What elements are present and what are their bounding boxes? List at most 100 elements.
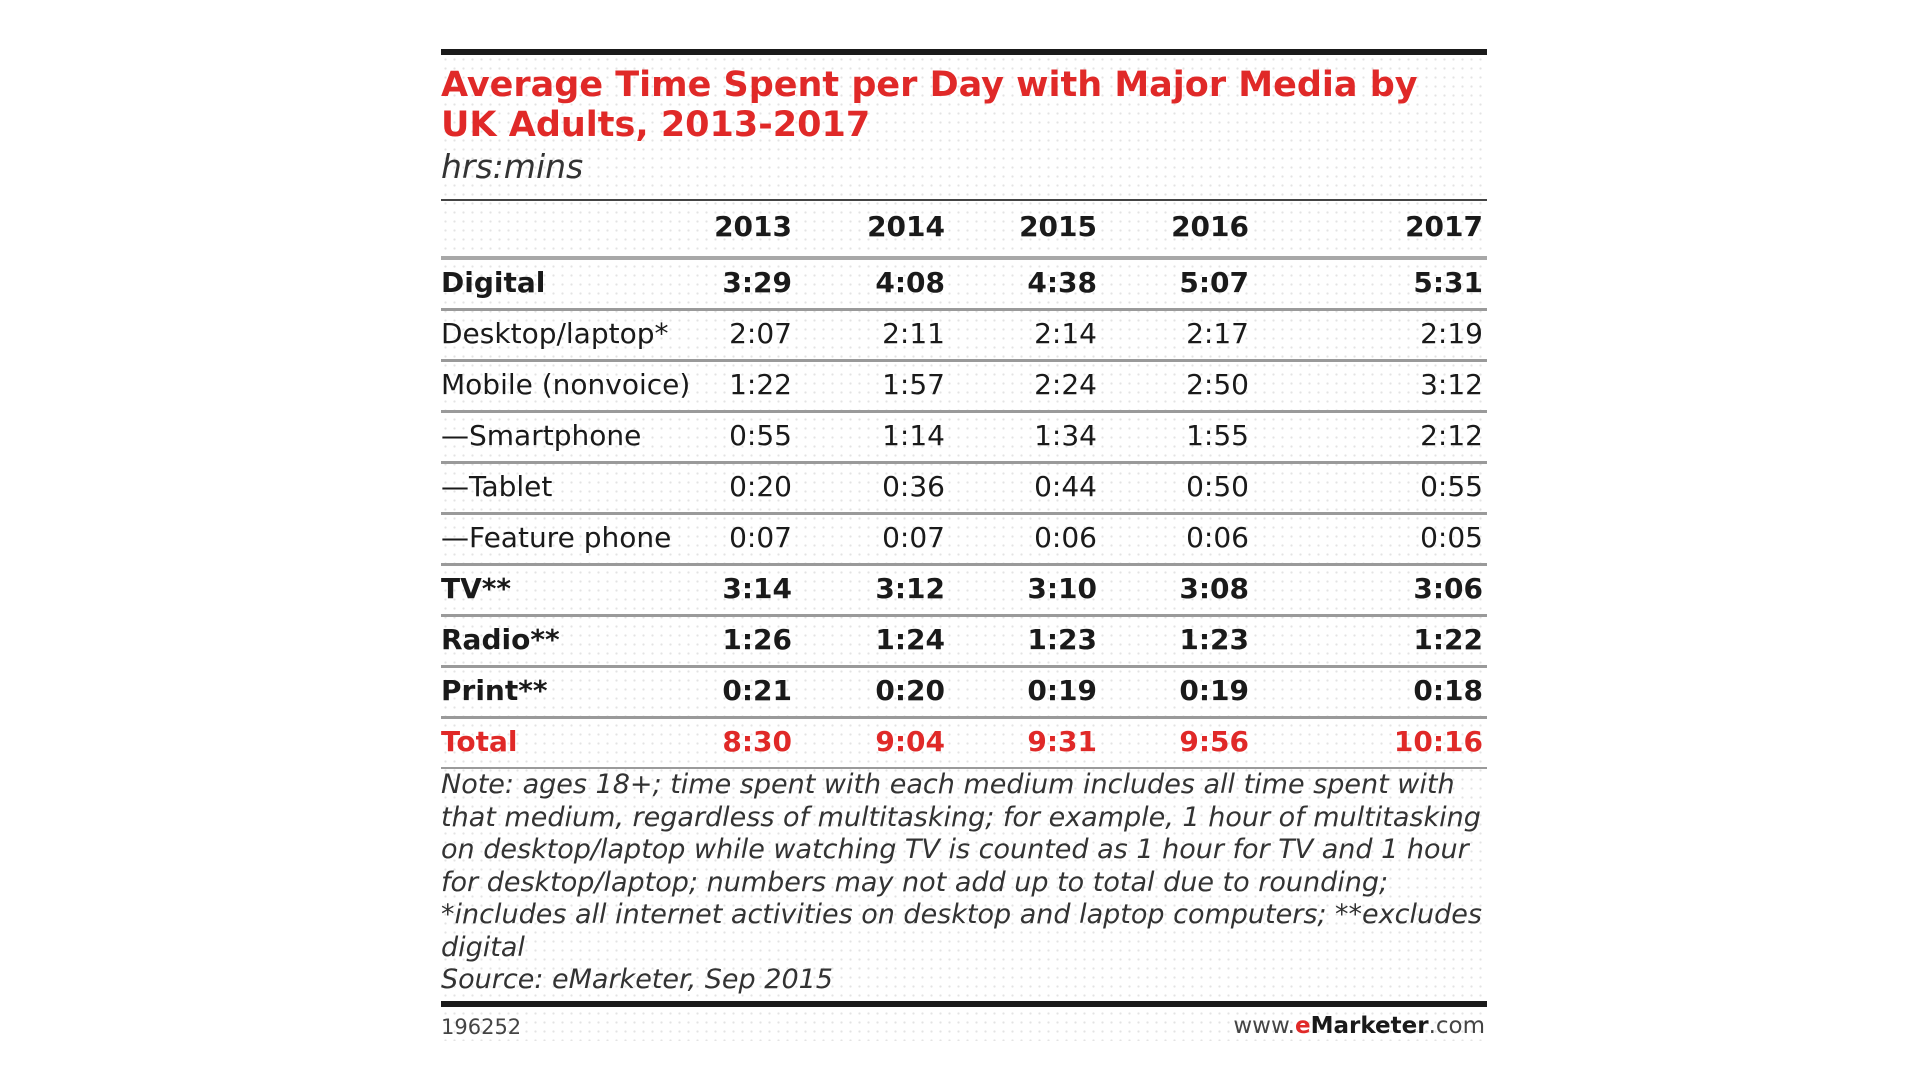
row-label: Print** [441, 674, 548, 707]
header-divider [441, 256, 1487, 260]
cell-mobile-nonvoice-2013: 1:22 [729, 368, 792, 401]
row-divider [441, 359, 1487, 362]
row-divider [441, 665, 1487, 668]
cell-desktop-laptop-2013: 2:07 [729, 317, 792, 350]
row-divider [441, 512, 1487, 515]
cell-tablet-2013: 0:20 [729, 470, 792, 503]
cell-mobile-nonvoice-2014: 1:57 [882, 368, 945, 401]
cell-desktop-laptop-2014: 2:11 [882, 317, 945, 350]
table-row-tv: TV** 3:14 3:12 3:10 3:08 3:06 [441, 572, 1487, 617]
cell-feature-phone-2014: 0:07 [882, 521, 945, 554]
cell-digital-2014: 4:08 [875, 266, 945, 299]
brand-suffix: .com [1428, 1013, 1485, 1039]
chart-card: Average Time Spent per Day with Major Me… [441, 49, 1487, 1041]
row-label: Desktop/laptop* [441, 317, 669, 350]
cell-total-2015: 9:31 [1027, 725, 1097, 758]
footer-divider [441, 1001, 1487, 1007]
row-label: Radio** [441, 623, 560, 656]
chart-subtitle: hrs:mins [441, 147, 584, 186]
cell-desktop-laptop-2015: 2:14 [1034, 317, 1097, 350]
table-row-total: Total 8:30 9:04 9:31 9:56 10:16 [441, 725, 1487, 769]
cell-total-2017: 10:16 [1394, 725, 1483, 758]
table-row-smartphone: —Smartphone 0:55 1:14 1:34 1:55 2:12 [441, 419, 1487, 464]
cell-smartphone-2016: 1:55 [1186, 419, 1249, 452]
cell-total-2013: 8:30 [722, 725, 792, 758]
table-row-tablet: —Tablet 0:20 0:36 0:44 0:50 0:55 [441, 470, 1487, 515]
cell-digital-2013: 3:29 [722, 266, 792, 299]
cell-radio-2014: 1:24 [875, 623, 945, 656]
table-row-radio: Radio** 1:26 1:24 1:23 1:23 1:22 [441, 623, 1487, 668]
table-row-desktop-laptop: Desktop/laptop* 2:07 2:11 2:14 2:17 2:19 [441, 317, 1487, 362]
cell-tv-2016: 3:08 [1179, 572, 1249, 605]
cell-smartphone-2015: 1:34 [1034, 419, 1097, 452]
cell-desktop-laptop-2017: 2:19 [1420, 317, 1483, 350]
cell-tablet-2016: 0:50 [1186, 470, 1249, 503]
column-header-2015: 2015 [1019, 210, 1097, 243]
cell-smartphone-2013: 0:55 [729, 419, 792, 452]
cell-print-2016: 0:19 [1179, 674, 1249, 707]
cell-total-2016: 9:56 [1179, 725, 1249, 758]
row-label: Digital [441, 266, 545, 299]
row-label: —Tablet [441, 470, 552, 503]
column-header-2016: 2016 [1171, 210, 1249, 243]
cell-tv-2015: 3:10 [1027, 572, 1097, 605]
row-divider [441, 614, 1487, 617]
cell-tablet-2014: 0:36 [882, 470, 945, 503]
chart-note: Note: ages 18+; time spent with each med… [441, 769, 1482, 963]
cell-print-2017: 0:18 [1413, 674, 1483, 707]
row-divider [441, 767, 1487, 769]
chart-source: Source: eMarketer, Sep 2015 [441, 964, 833, 995]
cell-mobile-nonvoice-2017: 3:12 [1420, 368, 1483, 401]
cell-feature-phone-2013: 0:07 [729, 521, 792, 554]
cell-radio-2017: 1:22 [1413, 623, 1483, 656]
row-label: TV** [441, 572, 511, 605]
cell-smartphone-2017: 2:12 [1420, 419, 1483, 452]
column-header-2017: 2017 [1405, 210, 1483, 243]
chart-id: 196252 [441, 1015, 522, 1039]
row-divider [441, 308, 1487, 311]
column-header-2013: 2013 [714, 210, 792, 243]
cell-print-2014: 0:20 [875, 674, 945, 707]
cell-feature-phone-2017: 0:05 [1420, 521, 1483, 554]
row-label: Mobile (nonvoice) [441, 368, 690, 401]
cell-tv-2013: 3:14 [722, 572, 792, 605]
row-label: —Smartphone [441, 419, 641, 452]
brand-e: e [1294, 1013, 1311, 1039]
cell-tv-2017: 3:06 [1413, 572, 1483, 605]
brand-link[interactable]: www.eMarketer.com [1233, 1012, 1485, 1040]
column-header-2014: 2014 [867, 210, 945, 243]
brand-prefix: www. [1233, 1013, 1295, 1039]
cell-feature-phone-2015: 0:06 [1034, 521, 1097, 554]
table-row-mobile-nonvoice: Mobile (nonvoice) 1:22 1:57 2:24 2:50 3:12 [441, 368, 1487, 413]
row-divider [441, 563, 1487, 566]
cell-digital-2015: 4:38 [1027, 266, 1097, 299]
data-table: 2013 2014 2015 2016 2017 Digital 3:29 4:08 4:38 5… [441, 210, 1487, 769]
title-divider [441, 199, 1487, 201]
cell-feature-phone-2016: 0:06 [1186, 521, 1249, 554]
cell-print-2013: 0:21 [722, 674, 792, 707]
row-divider [441, 716, 1487, 719]
cell-radio-2015: 1:23 [1027, 623, 1097, 656]
table-row-print: Print** 0:21 0:20 0:19 0:19 0:18 [441, 674, 1487, 719]
table-row-feature-phone: —Feature phone 0:07 0:07 0:06 0:06 0:05 [441, 521, 1487, 566]
cell-radio-2016: 1:23 [1179, 623, 1249, 656]
cell-digital-2016: 5:07 [1179, 266, 1249, 299]
cell-radio-2013: 1:26 [722, 623, 792, 656]
row-label: Total [441, 725, 518, 758]
table-row-digital: Digital 3:29 4:08 4:38 5:07 5:31 [441, 266, 1487, 311]
row-divider [441, 461, 1487, 464]
cell-total-2014: 9:04 [875, 725, 945, 758]
chart-title: Average Time Spent per Day with Major Me… [441, 65, 1418, 145]
cell-print-2015: 0:19 [1027, 674, 1097, 707]
cell-mobile-nonvoice-2015: 2:24 [1034, 368, 1097, 401]
cell-smartphone-2014: 1:14 [882, 419, 945, 452]
row-divider [441, 410, 1487, 413]
cell-desktop-laptop-2016: 2:17 [1186, 317, 1249, 350]
cell-mobile-nonvoice-2016: 2:50 [1186, 368, 1249, 401]
row-label: —Feature phone [441, 521, 671, 554]
cell-digital-2017: 5:31 [1413, 266, 1483, 299]
cell-tablet-2015: 0:44 [1034, 470, 1097, 503]
cell-tv-2014: 3:12 [875, 572, 945, 605]
brand-name: Marketer [1310, 1013, 1429, 1039]
cell-tablet-2017: 0:55 [1420, 470, 1483, 503]
